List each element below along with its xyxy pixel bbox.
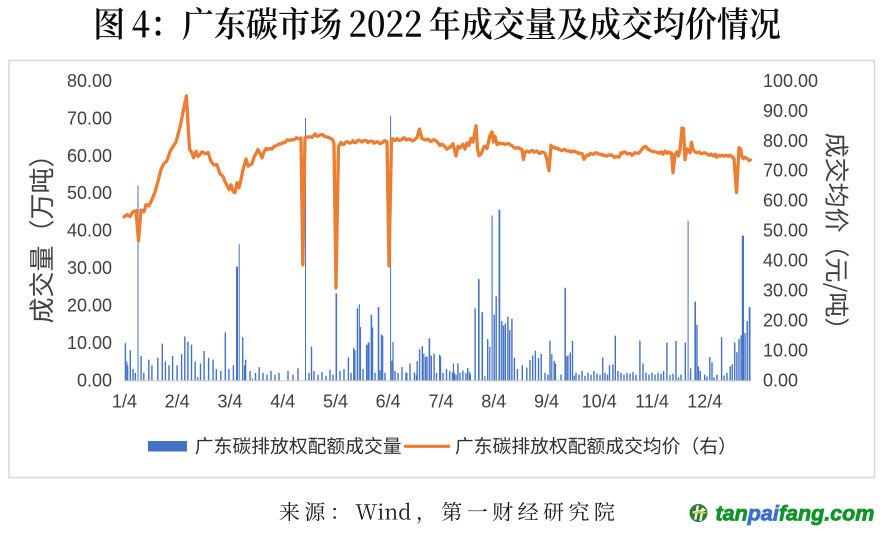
svg-text:6/4: 6/4 [376, 392, 401, 412]
svg-text:2/4: 2/4 [165, 392, 190, 412]
svg-text:8/4: 8/4 [481, 392, 506, 412]
svg-text:100.00: 100.00 [763, 71, 818, 91]
svg-text:70.00: 70.00 [763, 161, 808, 181]
svg-text:30.00: 30.00 [67, 258, 112, 278]
svg-text:30.00: 30.00 [763, 281, 808, 301]
svg-text:40.00: 40.00 [763, 251, 808, 271]
svg-text:60.00: 60.00 [763, 191, 808, 211]
svg-text:70.00: 70.00 [67, 108, 112, 128]
svg-text:20.00: 20.00 [763, 311, 808, 331]
svg-text:0.00: 0.00 [77, 371, 112, 391]
svg-text:5/4: 5/4 [323, 392, 348, 412]
svg-text:3/4: 3/4 [217, 392, 242, 412]
svg-text:80.00: 80.00 [763, 131, 808, 151]
svg-text:10/4: 10/4 [582, 392, 617, 412]
svg-text:9/4: 9/4 [534, 392, 559, 412]
svg-text:0.00: 0.00 [763, 371, 798, 391]
svg-text:12/4: 12/4 [687, 392, 722, 412]
svg-text:50.00: 50.00 [763, 221, 808, 241]
svg-text:7/4: 7/4 [428, 392, 453, 412]
svg-text:tanpaifang.com: tanpaifang.com [716, 502, 875, 526]
svg-text:10.00: 10.00 [763, 341, 808, 361]
svg-text:90.00: 90.00 [763, 101, 808, 121]
svg-text:10.00: 10.00 [67, 333, 112, 353]
svg-text:4/4: 4/4 [270, 392, 295, 412]
svg-text:50.00: 50.00 [67, 183, 112, 203]
svg-text:80.00: 80.00 [67, 71, 112, 91]
svg-text:11/4: 11/4 [635, 392, 669, 412]
svg-text:40.00: 40.00 [67, 221, 112, 241]
svg-text:60.00: 60.00 [67, 146, 112, 166]
svg-text:1/4: 1/4 [112, 392, 137, 412]
svg-text:20.00: 20.00 [67, 296, 112, 316]
